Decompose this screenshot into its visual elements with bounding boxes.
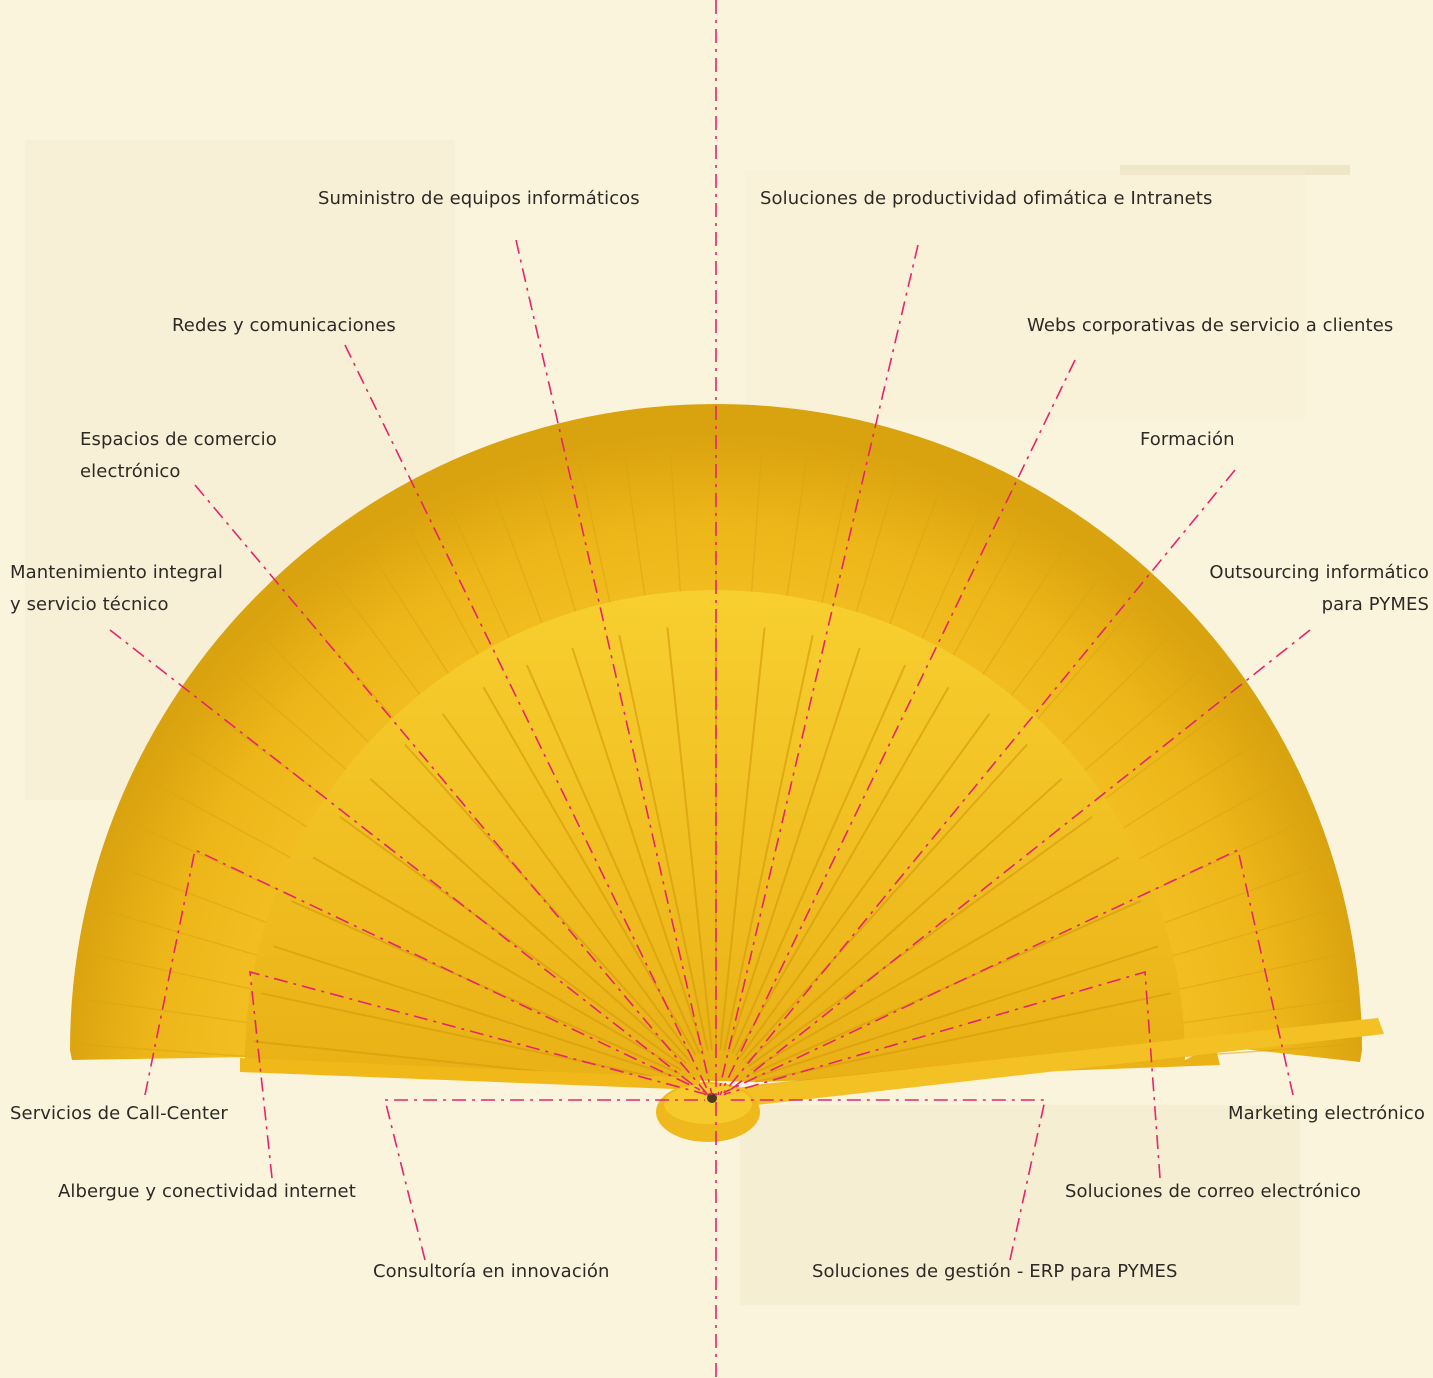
label-mantenimiento-line2: y servicio técnico <box>10 594 169 615</box>
fan-stick-line <box>719 627 766 1051</box>
fan-stick-line <box>723 634 814 1052</box>
leader-formacion <box>721 469 1236 1096</box>
fan-stick-line <box>260 992 678 1083</box>
fan-fold-line <box>879 490 941 650</box>
leader-webs <box>719 359 1076 1096</box>
label-mantenimiento: Mantenimiento integral y servicio técnic… <box>10 557 223 621</box>
label-albergue: Albergue y conectividad internet <box>58 1181 356 1202</box>
fan-fold-line <box>77 1043 248 1058</box>
label-marketing: Marketing electrónico <box>1228 1103 1425 1124</box>
fan-fold-line <box>82 998 251 1024</box>
leader-consultoria <box>383 1099 705 1261</box>
fan-stick-line <box>745 778 1063 1064</box>
fan-head-top <box>664 1084 752 1124</box>
label-outsourcing-line2: para PYMES <box>1321 594 1429 615</box>
label-consultoria: Consultoría en innovación <box>373 1261 610 1282</box>
fan-rivet <box>707 1093 717 1103</box>
label-webs: Webs corporativas de servicio a clientes <box>1027 315 1394 336</box>
fan-fold-line <box>331 577 435 715</box>
label-outsourcing: Outsourcing informático para PYMES <box>1209 557 1429 621</box>
fan-fold-line <box>231 670 362 783</box>
fan-fold-line <box>491 490 553 650</box>
fan-fold-line <box>449 507 522 663</box>
ghost-text-block <box>745 170 1305 420</box>
fan-fold-line <box>369 551 463 695</box>
fan-stick-line <box>753 945 1159 1079</box>
fan-stick-line <box>750 856 1120 1071</box>
fan-fold-line <box>1111 743 1255 837</box>
fan-fold-line <box>1070 670 1201 783</box>
fan-fold-line <box>177 743 321 837</box>
fan-stick-line <box>742 743 1028 1061</box>
label-gestion: Soluciones de gestión - ERP para PYMES <box>812 1261 1178 1282</box>
fan-fold-line <box>940 527 1024 678</box>
fan-stick-line <box>747 815 1093 1068</box>
fan-stick-line <box>273 945 679 1079</box>
ghost-text-line <box>1120 165 1350 175</box>
leader-marketing <box>724 848 1294 1096</box>
fan-fold-line <box>1175 953 1342 991</box>
label-callcenter: Servicios de Call-Center <box>10 1103 228 1124</box>
fan-stick-line <box>404 743 690 1061</box>
leader-gestion <box>725 1099 1046 1261</box>
fan-fold-line <box>153 782 304 866</box>
fan-stick-line <box>618 634 709 1052</box>
fan-fold-line <box>910 507 983 663</box>
leader-mantenimiento <box>109 629 707 1096</box>
fan-stick-line <box>731 664 907 1054</box>
fan-fold-line <box>997 577 1101 715</box>
fan-fold-line <box>847 475 897 640</box>
fan-fold-line <box>969 551 1063 695</box>
label-mantenimiento-line1: Mantenimiento integral <box>10 562 223 583</box>
leader-redes <box>344 344 711 1096</box>
leader-suministro <box>515 239 713 1096</box>
fan-fold-line <box>116 865 276 927</box>
fan-stick-line <box>666 627 713 1051</box>
leader-lines <box>109 0 1311 1378</box>
fan-fold-line <box>1023 605 1136 736</box>
label-outsourcing-line1: Outsourcing informático <box>1209 562 1429 583</box>
leader-outsourcing <box>723 629 1311 1096</box>
left-guard-stick <box>240 1058 700 1090</box>
fan-stick-line <box>735 686 950 1056</box>
fan-stick-line <box>441 713 694 1059</box>
label-espacios-line1: Espacios de comercio <box>80 429 277 450</box>
fan-fold-line <box>1156 865 1316 927</box>
fan-stick-line <box>369 778 687 1064</box>
fan-stick-line <box>754 992 1172 1083</box>
fan-fold-line <box>101 909 266 959</box>
fan-fold-line <box>408 527 492 678</box>
leader-espacios <box>194 484 709 1096</box>
fan-stick-line <box>738 713 991 1059</box>
fan-fold-line <box>90 953 257 991</box>
leader-albergue <box>249 970 706 1179</box>
fan-fold-line <box>1091 705 1229 809</box>
fan-stick-line <box>312 856 682 1071</box>
label-espacios-line2: electrónico <box>80 461 181 482</box>
fan-stick-line <box>339 815 685 1068</box>
label-espacios: Espacios de comercio electrónico <box>80 424 277 488</box>
fan-stick-line <box>482 686 697 1056</box>
fan-fold-line <box>1181 998 1350 1024</box>
label-formacion: Formación <box>1140 429 1235 450</box>
fan-fold-line <box>263 637 385 759</box>
leader-correo <box>724 970 1161 1179</box>
label-correo: Soluciones de correo electrónico <box>1065 1181 1362 1202</box>
ghost-graphic <box>740 1105 1300 1305</box>
fan-fold-line <box>1047 637 1169 759</box>
fan-fold-line <box>1166 909 1331 959</box>
fan-stick-line <box>525 664 701 1054</box>
label-redes: Redes y comunicaciones <box>172 315 396 336</box>
label-productividad: Soluciones de productividad ofimática e … <box>760 188 1213 209</box>
fan-stick-line <box>571 647 705 1053</box>
fan-stick-line <box>727 647 861 1053</box>
leader-productividad <box>717 244 919 1096</box>
right-guard-stick <box>716 1018 1384 1108</box>
label-suministro: Suministro de equipos informáticos <box>318 188 640 209</box>
fan-fold-line <box>1128 782 1279 866</box>
